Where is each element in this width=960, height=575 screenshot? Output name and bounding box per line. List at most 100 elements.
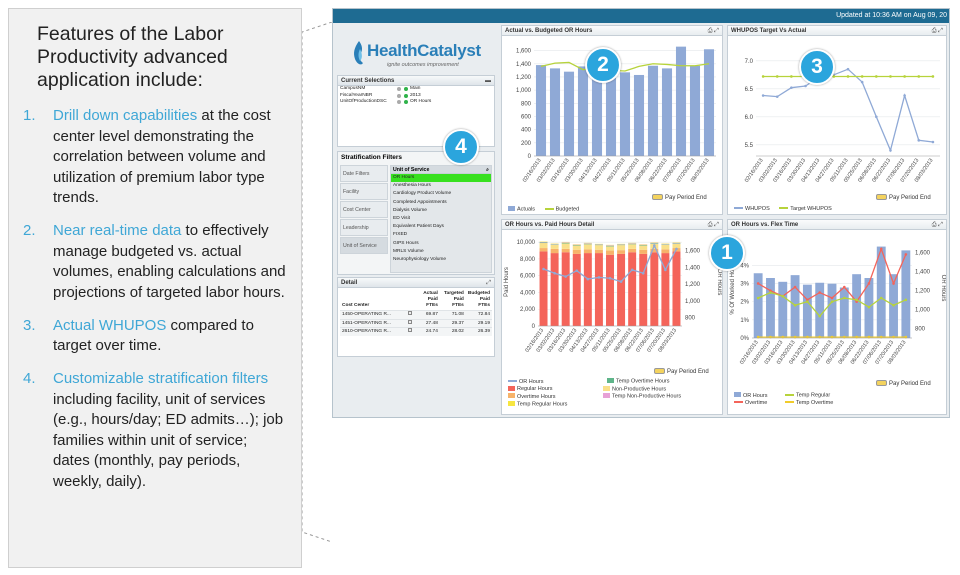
chart-svg: 02004006008001,0001,2001,4001,60002/16/2… — [516, 46, 716, 184]
legend: OR Hours Temp Overtime Hours Regular Hour… — [508, 378, 681, 408]
print-icon[interactable]: ⎙ ⤢ — [931, 222, 943, 228]
list-item[interactable]: FIXED — [393, 232, 408, 238]
data-point — [769, 291, 772, 294]
data-point — [806, 300, 809, 303]
list-item[interactable]: Anesthesia Hours — [393, 183, 431, 189]
bar — [672, 243, 681, 244]
list-item[interactable]: OR Hours — [391, 174, 491, 183]
selection-row[interactable]: FiscalYearNBR 2013 — [340, 92, 421, 98]
data-point — [903, 75, 906, 78]
bar — [675, 46, 687, 156]
table-row[interactable]: 1451-OPERATING R... 27.48 29.37 29.19 — [340, 318, 492, 328]
tab-unit-of-service[interactable]: Unit of Service — [340, 237, 388, 254]
print-icon[interactable]: ⎙ ⤢ — [931, 28, 943, 34]
y2-axis-title: OR Hours — [940, 275, 946, 302]
selection-row[interactable]: UnitOfProductionDSC OR Hours — [340, 99, 432, 104]
y2-tick-label: 800 — [685, 316, 696, 322]
unit-of-service-list: Unit of Service ⌕ OR Hours Anesthesia Hou… — [390, 165, 492, 273]
tab-leadership[interactable]: Leadership — [340, 219, 388, 236]
bar — [583, 243, 592, 245]
unit-of-service-header: Unit of Service ⌕ — [391, 166, 491, 174]
bar — [539, 243, 548, 249]
bar — [661, 249, 670, 254]
data-point — [860, 75, 864, 78]
status-dot-icon — [404, 93, 408, 98]
bar — [839, 287, 849, 338]
bar — [594, 245, 603, 250]
series-line — [763, 68, 933, 153]
y2-tick-label: 1,000 — [685, 299, 701, 305]
pay-period-end-selector[interactable]: Pay Period End — [654, 368, 709, 375]
y-tick-label: 6.5 — [745, 87, 754, 93]
list-item[interactable]: Dialysis Volume — [393, 207, 427, 213]
bar — [766, 278, 775, 338]
bar — [661, 253, 670, 326]
data-point — [756, 282, 760, 285]
data-point — [818, 291, 821, 294]
feature-highlight: Customizable stratification filters — [53, 370, 269, 387]
bar — [650, 248, 659, 253]
y-tick-label: 0 — [532, 324, 536, 330]
bar — [617, 253, 626, 326]
list-item[interactable]: Neurophysiology Volume — [393, 256, 447, 262]
print-icon[interactable]: ⎙ ⤢ — [707, 28, 719, 34]
calendar-icon — [876, 194, 887, 200]
data-point — [917, 75, 921, 78]
chart-title: Actual vs. Budgeted OR Hours ⎙ ⤢ — [502, 26, 722, 36]
tab-cost-center[interactable]: Cost Center — [340, 201, 388, 218]
y2-tick-label: 1,400 — [685, 265, 701, 271]
data-point — [903, 94, 906, 97]
bar — [550, 244, 559, 249]
bar — [639, 249, 648, 254]
expand-icon[interactable]: ⤢ — [486, 280, 491, 286]
chart-title: OR Hours vs. Paid Hours Detail ⎙ ⤢ — [502, 220, 722, 230]
list-item[interactable]: GIPS Hours — [393, 240, 419, 246]
data-point — [892, 282, 895, 285]
search-icon[interactable]: ⌕ — [486, 167, 489, 173]
callout-badge-4: 4 — [443, 129, 479, 165]
table-row[interactable]: 1450-OPERATING R... 69.87 71.08 72.84 — [340, 310, 492, 319]
pay-period-end-selector[interactable]: Pay Period End — [652, 194, 707, 201]
bar — [827, 283, 837, 338]
callout-badge-3: 3 — [799, 49, 835, 85]
table-row[interactable]: 2610-OPERATING R... 24.74 28.02 26.39 — [340, 327, 492, 336]
data-point — [843, 285, 846, 289]
detail-pane: Detail ⤢ Cost Center Actual Paid FTEs Tar… — [337, 277, 495, 357]
data-point — [793, 303, 797, 307]
list-item[interactable]: Equivalent Patient Days — [393, 224, 444, 230]
drill-icon[interactable] — [407, 328, 412, 332]
selection-row[interactable]: CampusNM Main — [340, 86, 421, 91]
pay-period-end-selector[interactable]: Pay Period End — [876, 194, 931, 201]
y2-axis-title: OR Hours — [716, 269, 722, 296]
data-point — [761, 94, 765, 97]
list-item[interactable]: ED Visit — [393, 215, 410, 221]
bar — [539, 251, 548, 326]
drill-icon[interactable] — [407, 319, 412, 324]
minimize-icon[interactable]: ▬ — [485, 78, 491, 84]
tab-date-filters[interactable]: Date Filters — [340, 165, 388, 182]
data-point — [917, 139, 921, 142]
data-point — [904, 253, 908, 256]
chart-title: OR Hours vs. Flex Time ⎙ ⤢ — [728, 220, 946, 230]
data-point — [832, 75, 836, 78]
bar — [703, 49, 715, 157]
list-item[interactable]: MRLS Volume — [393, 248, 424, 254]
tab-facility[interactable]: Facility — [340, 183, 388, 200]
list-item[interactable]: Completed Appointments — [393, 199, 447, 205]
data-point — [879, 296, 883, 300]
bar — [550, 253, 559, 326]
bar — [561, 242, 570, 243]
data-point — [830, 296, 834, 300]
data-point — [818, 314, 821, 318]
bar — [606, 245, 614, 246]
bar — [661, 244, 670, 245]
print-icon[interactable]: ⎙ ⤢ — [707, 222, 719, 228]
list-item[interactable]: Cardiology Product Volume — [393, 191, 452, 197]
y-tick-label: 1,600 — [516, 49, 532, 55]
y-tick-label: 7.0 — [745, 59, 754, 65]
lock-dot-icon — [397, 87, 401, 91]
pay-period-end-selector[interactable]: Pay Period End — [876, 380, 931, 387]
drill-icon[interactable] — [407, 311, 412, 315]
bar — [628, 248, 637, 253]
bar — [650, 243, 659, 244]
